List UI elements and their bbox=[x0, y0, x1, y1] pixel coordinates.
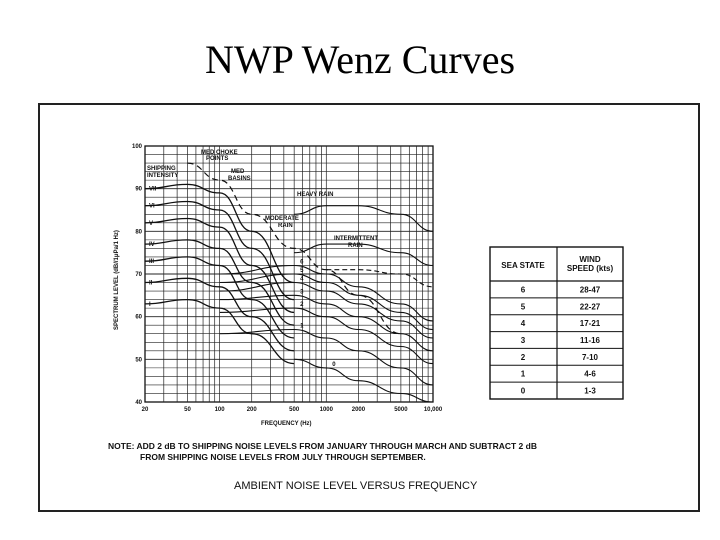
shipping-curve-label: II bbox=[149, 281, 153, 287]
annotation-label: SHIPPING bbox=[147, 166, 176, 172]
shipping-curve-label: I bbox=[149, 302, 151, 308]
sea-state-curve bbox=[219, 328, 434, 386]
shipping-curve bbox=[144, 217, 295, 314]
table-cell-sea-state: 1 bbox=[521, 370, 526, 379]
rain-curve bbox=[326, 269, 434, 288]
sea-state-curve-label: 4 bbox=[300, 277, 304, 283]
table-cell-wind-speed: 7-10 bbox=[582, 353, 599, 362]
y-tick-label: 80 bbox=[135, 229, 142, 235]
y-tick-label: 50 bbox=[135, 357, 142, 363]
table-cell-wind-speed: 28-47 bbox=[580, 285, 601, 294]
sea-state-curve-label: 1 bbox=[300, 323, 304, 329]
x-tick-label: 50 bbox=[184, 407, 191, 413]
annotation-label: INTERMITTENT bbox=[334, 236, 378, 242]
table-cell-sea-state: 3 bbox=[521, 336, 526, 345]
sea-state-curve-label: 0 bbox=[332, 362, 336, 368]
y-tick-label: 60 bbox=[135, 315, 142, 321]
chart-grid bbox=[144, 145, 434, 403]
y-tick-label: 90 bbox=[135, 187, 142, 193]
annotation-label: MODERATE bbox=[265, 216, 299, 222]
shipping-curve-label: V bbox=[149, 221, 153, 227]
annotation-label: POINTS bbox=[206, 156, 228, 162]
annotation-label: HEAVY RAIN bbox=[297, 192, 333, 198]
figure-frame bbox=[38, 103, 700, 512]
y-axis-label: SPECTRUM LEVEL (dB//1μPa/1 Hz) bbox=[114, 230, 120, 330]
chart-caption: AMBIENT NOISE LEVEL VERSUS FREQUENCY bbox=[234, 480, 478, 492]
sea-state-table: SEA STATE WIND SPEED (kts) 6 28-47 5 22-27 4 1… bbox=[489, 246, 624, 400]
annotation-label: MED bbox=[231, 169, 245, 175]
note-line-2: FROM SHIPPING NOISE LEVELS FROM JULY THR… bbox=[140, 452, 426, 462]
table-cell-sea-state: 6 bbox=[521, 285, 526, 294]
note-line-1: NOTE: ADD 2 dB TO SHIPPING NOISE LEVELS … bbox=[108, 441, 537, 451]
table-header-sea-state: SEA STATE bbox=[501, 261, 545, 270]
annotation-label: RAIN bbox=[348, 243, 363, 249]
x-tick-label: 200 bbox=[247, 407, 258, 413]
x-tick-label: 100 bbox=[215, 407, 226, 413]
table-cell-sea-state: 2 bbox=[521, 353, 526, 362]
shipping-curve-label: VII bbox=[149, 187, 157, 193]
x-tick-label: 1000 bbox=[320, 407, 334, 413]
x-tick-label: 2000 bbox=[352, 407, 366, 413]
shipping-curve bbox=[144, 298, 295, 365]
annotation-label: RAIN bbox=[278, 223, 293, 229]
slide-title: NWP Wenz Curves bbox=[204, 37, 516, 82]
shipping-curve-label: IV bbox=[149, 242, 155, 248]
y-tick-label: 70 bbox=[135, 272, 142, 278]
table-cell-sea-state: 5 bbox=[521, 302, 526, 311]
rain-curve bbox=[294, 243, 434, 267]
shipping-curve-label: III bbox=[149, 259, 154, 265]
annotation-label: MED CHOKE bbox=[201, 150, 238, 156]
shipping-curve bbox=[144, 183, 295, 284]
curve-labels: VIIVIVIVIIIIII6543210SHIPPINGINTENSITYME… bbox=[147, 150, 378, 368]
x-tick-label: 5000 bbox=[394, 407, 408, 413]
shipping-curve bbox=[144, 200, 295, 301]
sea-state-curve bbox=[219, 294, 434, 352]
sea-state-curve-label: 2 bbox=[300, 302, 304, 308]
annotation-label: BASINS bbox=[228, 176, 251, 182]
table-header-wind-speed: WIND SPEED (kts) bbox=[567, 255, 614, 273]
table-cell-wind-speed: 11-16 bbox=[580, 336, 601, 345]
x-tick-label: 500 bbox=[289, 407, 300, 413]
y-tick-label: 40 bbox=[135, 400, 142, 406]
table-cell-wind-speed: 1-3 bbox=[584, 387, 596, 396]
annotation-label: INTENSITY bbox=[147, 173, 178, 179]
y-tick-label: 100 bbox=[132, 144, 143, 150]
axis-ticks: 20 50 100 200 500 1000 2000 5000 10,000405060708… bbox=[132, 144, 443, 413]
sea-state-curve-label: 6 bbox=[300, 259, 304, 265]
med-choke-envelope bbox=[187, 162, 401, 335]
sea-state-curve-label: 5 bbox=[300, 268, 304, 274]
sea-state-curve bbox=[219, 307, 434, 365]
sea-state-curve bbox=[219, 281, 434, 339]
table-cell-sea-state: 4 bbox=[521, 319, 526, 328]
x-axis-label: FREQUENCY (Hz) bbox=[261, 421, 312, 427]
chart-curves bbox=[144, 162, 434, 403]
sea-state-curve bbox=[294, 358, 434, 403]
rain-curve bbox=[294, 205, 434, 232]
table-cell-wind-speed: 22-27 bbox=[580, 302, 601, 311]
table-cell-sea-state: 0 bbox=[521, 387, 526, 396]
x-tick-label: 10,000 bbox=[424, 407, 443, 413]
table-cell-wind-speed: 4-6 bbox=[584, 370, 596, 379]
sea-state-curve-label: 3 bbox=[300, 289, 304, 295]
x-tick-label: 20 bbox=[142, 407, 149, 413]
shipping-curve bbox=[144, 277, 295, 352]
shipping-curve-label: VI bbox=[149, 204, 155, 210]
table-cell-wind-speed: 17-21 bbox=[580, 319, 601, 328]
sea-state-curve bbox=[219, 273, 434, 331]
